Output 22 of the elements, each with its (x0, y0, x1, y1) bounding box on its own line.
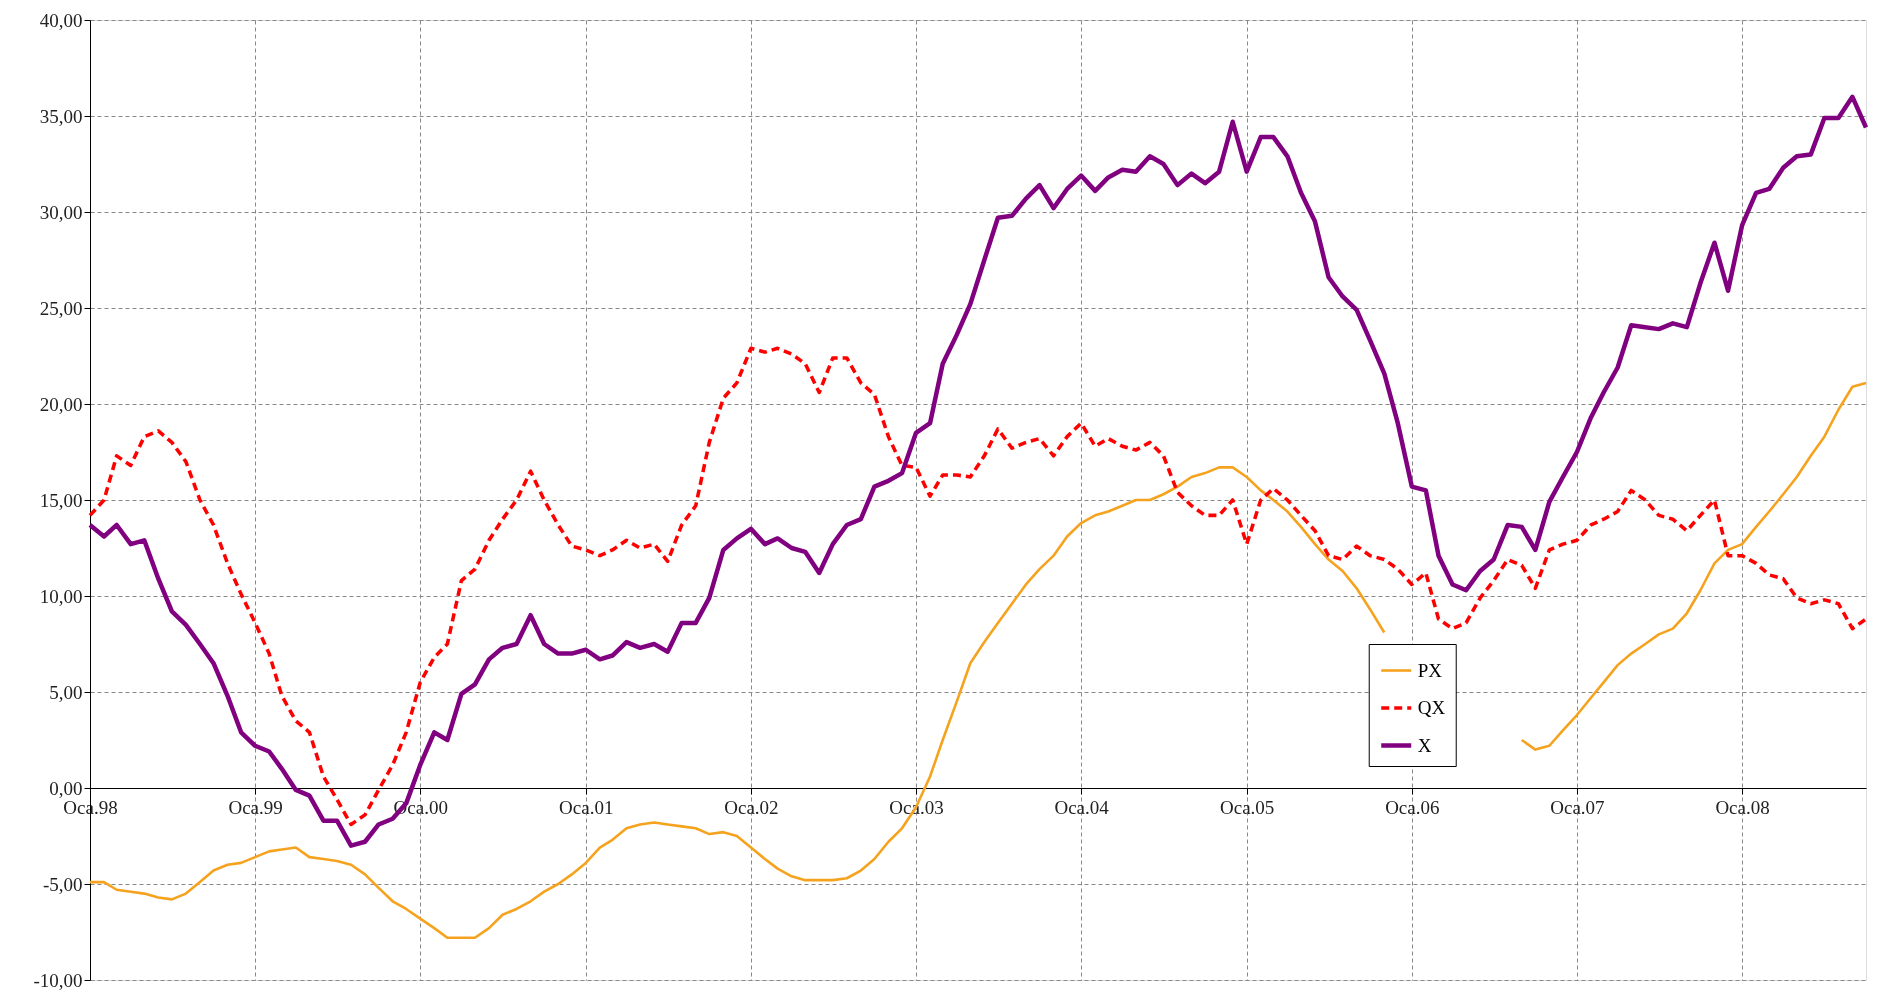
legend-label: X (1417, 734, 1432, 756)
y-tick-label: 10,00 (39, 585, 83, 607)
legend-label: PX (1417, 659, 1443, 681)
y-tick-label: 20,00 (39, 393, 83, 415)
x-tick-label: Oca.05 (1220, 796, 1275, 818)
y-tick-label: 25,00 (39, 297, 83, 319)
y-tick-label: -5,00 (42, 873, 83, 895)
legend-label: QX (1417, 697, 1446, 718)
x-tick-label: Oca.07 (1550, 796, 1605, 818)
x-tick-label: Oca.99 (228, 796, 283, 818)
x-tick-label: Oca.01 (559, 796, 614, 818)
x-tick-label: Oca.08 (1715, 796, 1770, 818)
y-tick-label: 40,00 (39, 9, 83, 31)
y-tick-label: 0,00 (49, 777, 83, 799)
y-tick-label: -10,00 (33, 969, 83, 991)
x-tick-label: Oca.04 (1054, 796, 1110, 818)
y-tick-label: 5,00 (49, 681, 83, 703)
y-tick-label: 30,00 (39, 201, 83, 223)
y-tick-label: 35,00 (39, 105, 83, 127)
x-tick-label: Oca.06 (1385, 796, 1440, 818)
x-tick-label: Oca.02 (724, 796, 779, 818)
y-tick-label: 15,00 (39, 489, 83, 511)
